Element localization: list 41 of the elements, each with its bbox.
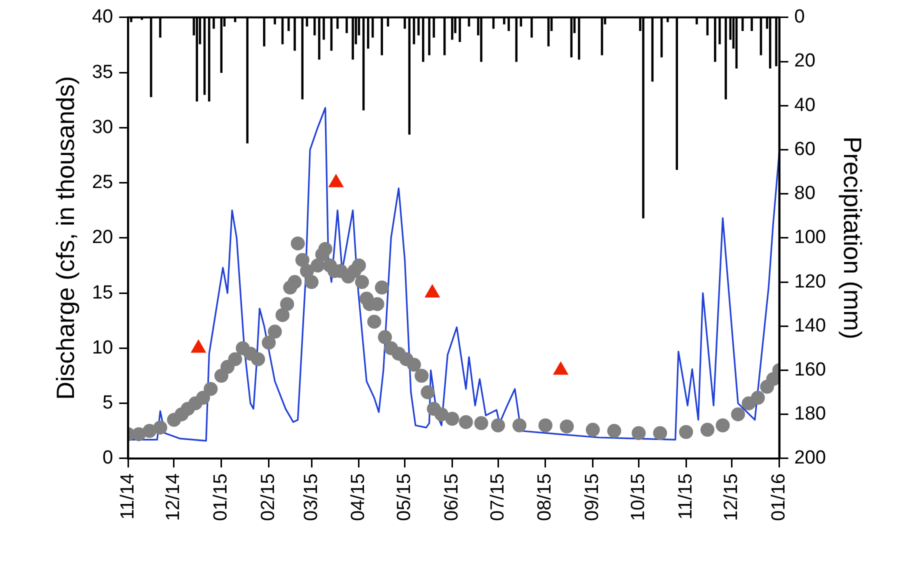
x-tick-label: 08/15 <box>534 473 556 521</box>
y-tick-label: 30 <box>92 116 114 138</box>
x-tick-label: 11/14 <box>117 473 138 520</box>
y-tick-label: 25 <box>92 172 114 194</box>
y2-tick-label: 160 <box>794 359 826 380</box>
y2-tick-label: 60 <box>794 138 816 160</box>
y2-axis-title: Precipitation (mm) <box>838 136 866 340</box>
point <box>191 340 206 353</box>
y-tick-label: 5 <box>102 392 114 414</box>
y-tick-label: 35 <box>92 62 114 83</box>
y-tick-label: 0 <box>102 448 114 469</box>
y2-tick-label: 140 <box>794 315 826 336</box>
point <box>424 284 440 298</box>
x-tick-label: 07/15 <box>487 473 508 521</box>
x-tick-label: 02/15 <box>258 473 279 521</box>
x-tick-label: 06/15 <box>441 473 462 521</box>
y-tick-label: 15 <box>92 282 114 304</box>
y2-tick-label: 120 <box>794 271 826 292</box>
y2-tick-label: 40 <box>794 94 816 116</box>
x-tick-label: 01/16 <box>768 473 790 521</box>
x-tick-label: 12/15 <box>721 473 742 521</box>
x-tick-label: 10/15 <box>628 473 649 521</box>
y2-tick-label: 200 <box>794 448 826 469</box>
x-tick-label: 09/15 <box>582 473 604 521</box>
y-tick-label: 40 <box>92 6 114 28</box>
x-tick-label: 12/14 <box>163 473 184 521</box>
y2-tick-label: 0 <box>794 6 805 28</box>
x-tick-label: 03/15 <box>300 473 322 521</box>
y2-tick-label: 80 <box>794 183 816 204</box>
y-tick-label: 20 <box>92 227 114 248</box>
x-tick-label: 04/15 <box>348 473 370 521</box>
y-tick-label: 10 <box>92 337 114 358</box>
point <box>328 174 344 188</box>
x-tick-label: 11/15 <box>675 473 696 520</box>
x-tick-label: 01/15 <box>210 473 232 521</box>
y2-tick-label: 180 <box>794 404 826 425</box>
point <box>553 362 568 375</box>
y2-tick-label: 20 <box>794 50 816 72</box>
y2-tick-label: 100 <box>794 227 826 248</box>
x-tick-label: 05/15 <box>394 473 416 521</box>
y-axis-title: Discharge (cfs, in thousands) <box>52 76 80 400</box>
